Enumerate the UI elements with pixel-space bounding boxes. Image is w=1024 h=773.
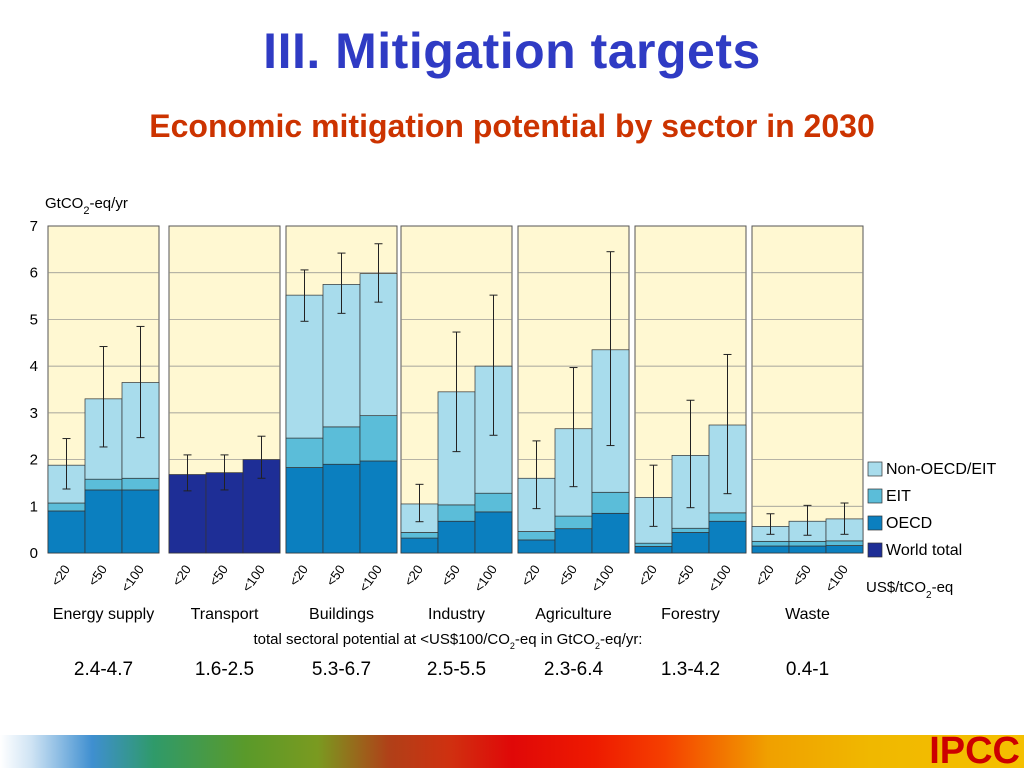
sector-label: Waste — [785, 606, 830, 623]
bar-segment — [437, 520, 476, 554]
bar-segment — [359, 460, 398, 554]
bar-segment — [285, 437, 324, 468]
legend-label: World total — [886, 542, 962, 559]
price-tick-label: <50 — [789, 562, 814, 589]
totals-caption: total sectoral potential at <US$100/CO2-… — [254, 631, 643, 651]
bar-segment — [554, 515, 593, 530]
legend-label: OECD — [886, 515, 932, 532]
mitigation-potential-chart: GtCO2-eq/yr 0 1 2 3 4 5 6 7 <20 <50 <100 Energy supp… — [30, 195, 997, 680]
sector-total: 1.6-2.5 — [195, 659, 254, 680]
bar-segment — [708, 512, 747, 522]
sector-panel — [751, 225, 864, 554]
bar-segment — [788, 540, 827, 547]
bar-segment — [788, 545, 827, 554]
price-tick-label: <20 — [635, 562, 660, 589]
legend-swatch — [867, 488, 883, 504]
footer-gradient-bar — [0, 735, 1024, 768]
sector-total: 1.3-4.2 — [661, 659, 720, 680]
bar-segment — [285, 467, 324, 554]
y-tick-label: 6 — [30, 265, 38, 282]
sector-total: 2.3-6.4 — [544, 659, 604, 680]
legend-swatch — [867, 461, 883, 477]
bar-segment — [825, 540, 864, 546]
bar-segment — [322, 463, 361, 554]
sector-label: Buildings — [309, 606, 374, 623]
y-tick-label: 4 — [30, 358, 38, 375]
bar-segment — [634, 542, 673, 547]
sector-total: 5.3-6.7 — [312, 659, 371, 680]
bar-segment — [437, 504, 476, 522]
price-tick-label: <100 — [471, 562, 500, 595]
price-tick-label: <20 — [48, 562, 73, 589]
bar-segment — [751, 545, 790, 554]
price-tick-label: <20 — [752, 562, 777, 589]
y-tick-label: 0 — [30, 545, 38, 562]
sector-label: Industry — [428, 606, 485, 623]
bar-segment — [517, 531, 556, 541]
legend-label: Non-OECD/EIT — [886, 461, 996, 478]
sector-total: 0.4-1 — [786, 659, 829, 680]
bar-segment — [825, 545, 864, 554]
bar-segment — [47, 502, 86, 512]
y-tick-label: 1 — [30, 498, 38, 515]
y-tick-label: 7 — [30, 218, 38, 235]
price-tick-label: <50 — [438, 562, 463, 589]
price-tick-label: <20 — [518, 562, 543, 589]
ipcc-logo: IPCC — [929, 730, 1020, 772]
bar-segment — [400, 537, 439, 554]
price-tick-label: <100 — [239, 562, 268, 595]
bar-segment — [359, 415, 398, 462]
price-tick-label: <50 — [555, 562, 580, 589]
sector-label: Forestry — [661, 606, 720, 623]
sector-total: 2.5-5.5 — [427, 659, 486, 680]
bar-segment — [591, 512, 630, 554]
bar-segment — [474, 511, 513, 554]
bar-segment — [84, 478, 123, 491]
x-unit-label: US$/tCO2-eq — [866, 579, 953, 601]
price-tick-label: <100 — [356, 562, 385, 595]
bar-segment — [400, 532, 439, 539]
y-tick-label: 3 — [30, 405, 38, 422]
bar-segment — [47, 510, 86, 554]
price-tick-label: <50 — [85, 562, 110, 589]
legend-swatch — [867, 515, 883, 531]
bar-segment — [708, 520, 747, 554]
slide-title: III. Mitigation targets — [263, 23, 761, 79]
bar-segment — [322, 426, 361, 465]
bar-segment — [634, 546, 673, 554]
bar-segment — [121, 489, 160, 554]
bar-segment — [121, 477, 160, 491]
bar-segment — [474, 492, 513, 513]
price-tick-label: <50 — [323, 562, 348, 589]
price-tick-label: <100 — [705, 562, 734, 595]
price-tick-label: <50 — [206, 562, 231, 589]
bar-segment — [751, 540, 790, 547]
bar-segment — [671, 527, 710, 533]
y-tick-label: 5 — [30, 311, 38, 328]
sector-total: 2.4-4.7 — [74, 659, 133, 680]
bar-segment — [591, 491, 630, 514]
bar-segment — [84, 489, 123, 554]
y-axis-label: GtCO2-eq/yr — [45, 195, 128, 217]
price-tick-label: <100 — [118, 562, 147, 595]
slide-subtitle: Economic mitigation potential by sector … — [149, 108, 875, 144]
sector-label: Energy supply — [53, 606, 154, 623]
sector-label: Agriculture — [535, 606, 612, 623]
price-tick-label: <20 — [169, 562, 194, 589]
price-tick-label: <20 — [286, 562, 311, 589]
price-tick-label: <100 — [822, 562, 851, 595]
bar-segment — [671, 532, 710, 554]
price-tick-label: <100 — [588, 562, 617, 595]
bar-segment — [554, 528, 593, 554]
price-tick-label: <50 — [672, 562, 697, 589]
sector-label: Transport — [191, 606, 259, 623]
legend-label: EIT — [886, 488, 911, 505]
bar-segment — [517, 539, 556, 554]
y-tick-label: 2 — [30, 452, 38, 469]
legend-swatch — [867, 542, 883, 558]
price-tick-label: <20 — [401, 562, 426, 589]
